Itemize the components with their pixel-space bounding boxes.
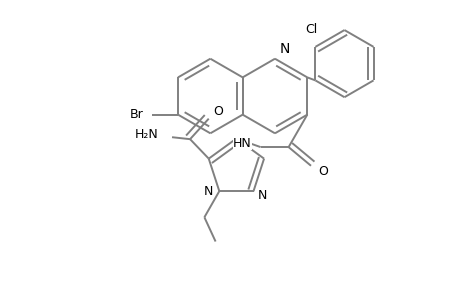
Text: O: O <box>213 105 223 118</box>
Text: Cl: Cl <box>305 23 317 36</box>
Text: HN: HN <box>233 137 251 150</box>
Text: N: N <box>257 189 266 202</box>
Text: Br: Br <box>129 108 143 121</box>
Text: O: O <box>317 165 327 178</box>
Text: H₂N: H₂N <box>134 128 158 141</box>
Text: N: N <box>279 42 290 56</box>
Text: N: N <box>204 185 213 198</box>
